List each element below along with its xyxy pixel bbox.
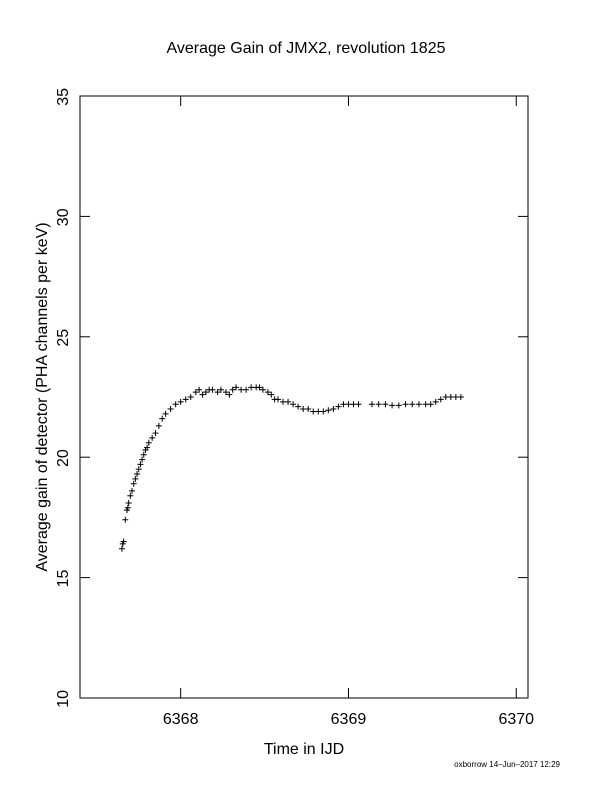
x-tick-label: 6368 (163, 711, 199, 728)
data-point (120, 538, 127, 545)
data-point (259, 386, 266, 393)
data-point (375, 401, 382, 408)
data-point (320, 408, 327, 415)
y-tick-label: 20 (55, 449, 72, 467)
data-point (437, 396, 444, 403)
data-point (330, 406, 337, 413)
data-point (167, 406, 174, 413)
data-point (177, 398, 184, 405)
data-point (264, 389, 271, 396)
data-point (192, 389, 199, 396)
data-point (335, 403, 342, 410)
chart-title: Average Gain of JMX2, revolution 1825 (167, 40, 446, 57)
data-point (209, 386, 216, 393)
y-tick-label: 25 (55, 329, 72, 347)
data-point (162, 410, 169, 417)
data-point (290, 401, 297, 408)
data-point (409, 401, 416, 408)
data-point (355, 401, 362, 408)
data-point (415, 401, 422, 408)
data-point (187, 394, 194, 400)
data-point (134, 471, 141, 478)
data-point (340, 401, 347, 408)
data-point (243, 386, 250, 393)
data-point (389, 402, 396, 409)
data-point (268, 391, 275, 398)
data-point (345, 401, 352, 408)
x-tick-label: 6369 (331, 711, 367, 728)
data-point (152, 430, 159, 437)
data-point (217, 386, 224, 393)
data-point (155, 422, 162, 429)
data-point (457, 394, 464, 400)
data-point (285, 398, 292, 405)
y-tick-label: 15 (55, 569, 72, 587)
data-point (395, 402, 402, 409)
data-point (442, 394, 449, 400)
data-point (137, 461, 144, 468)
data-point (447, 394, 454, 400)
data-point (256, 384, 263, 391)
data-point (118, 545, 125, 552)
data-point (274, 396, 281, 403)
data-point (145, 439, 152, 446)
data-point (222, 389, 229, 396)
data-point (280, 398, 287, 405)
data-point (226, 391, 233, 398)
data-point (122, 516, 129, 523)
y-axis-label: Average gain of detector (PHA channels p… (34, 222, 51, 571)
data-point (310, 408, 317, 415)
data-point (315, 408, 322, 415)
y-tick-label: 35 (55, 88, 72, 106)
footer: oxborrow 14–Jun–2017 12:29 (454, 760, 560, 769)
data-point (149, 434, 156, 441)
data-point (139, 456, 146, 463)
data-point (427, 401, 434, 408)
data-point (229, 386, 236, 393)
data-point (132, 475, 139, 482)
data-point (172, 401, 179, 408)
data-point (202, 389, 209, 396)
data-point (159, 415, 166, 422)
data-point (233, 384, 240, 391)
data-point (214, 389, 221, 396)
data-point (135, 466, 142, 473)
data-point (124, 504, 131, 511)
data-point (432, 398, 439, 405)
data-point (196, 386, 203, 393)
x-axis-label: Time in IJD (264, 741, 344, 758)
data-point (325, 407, 332, 414)
data-point (305, 406, 312, 413)
data-point (238, 386, 245, 393)
data-point (382, 401, 389, 408)
data-point (402, 401, 409, 408)
data-point (144, 444, 151, 451)
data-point (199, 391, 206, 398)
x-tick-label: 6370 (498, 711, 534, 728)
data-point (368, 401, 375, 408)
data-point (350, 401, 357, 408)
y-tick-label: 10 (55, 690, 72, 708)
y-tick-label: 30 (55, 208, 72, 226)
data-point (248, 384, 255, 391)
data-point (452, 394, 459, 400)
data-point (182, 396, 189, 403)
data-point (125, 499, 132, 506)
data-point (129, 487, 136, 494)
data-point (140, 451, 147, 458)
data-point (127, 492, 134, 499)
data-point (422, 401, 429, 408)
data-point (295, 403, 302, 410)
data-point (300, 406, 307, 413)
data-point (130, 480, 137, 487)
plot-frame (79, 95, 529, 699)
